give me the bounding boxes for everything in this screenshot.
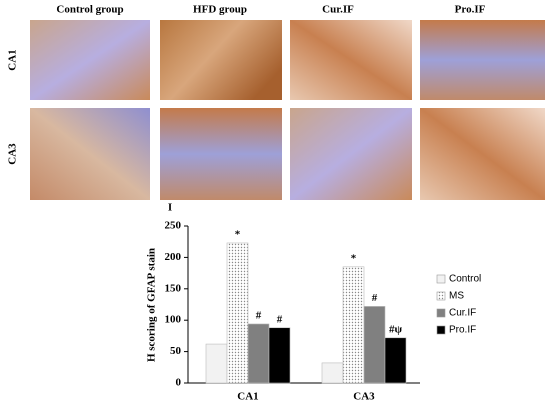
histology-image [30, 20, 150, 100]
row-label: CA1 [7, 49, 19, 70]
y-axis-title: H scoring of GFAP stain [146, 248, 158, 362]
bar [321, 362, 344, 384]
annotation: # [256, 309, 262, 321]
legend-label: Cur.IF [449, 308, 476, 319]
bar [205, 343, 228, 384]
legend-label: MS [449, 291, 464, 302]
bar [268, 327, 291, 384]
histology-image [30, 108, 150, 200]
histology-grid: Control group HFD group Cur.IF Pro.IF CA… [7, 4, 545, 214]
legend-label: Control [449, 274, 481, 285]
legend-swatch [436, 291, 446, 301]
x-tick-label: CA3 [353, 391, 375, 403]
legend-swatch [436, 308, 446, 318]
annotation: # [372, 292, 378, 304]
y-tick-label: 0 [176, 377, 182, 389]
x-tick-label: CA1 [237, 391, 258, 403]
annotation: * [235, 228, 241, 240]
column-header: Control group [56, 4, 123, 16]
legend-swatch [436, 274, 446, 284]
panel-label: I [168, 202, 172, 214]
bar [363, 306, 386, 384]
column-header: Pro.IF [455, 4, 486, 16]
bar [342, 266, 365, 384]
annotation: #ψ [389, 323, 403, 335]
annotation: # [277, 313, 283, 325]
histology-image [290, 20, 412, 100]
legend-label: Pro.IF [449, 325, 476, 336]
bar [384, 337, 407, 384]
histology-image [160, 20, 282, 100]
annotation: * [351, 252, 357, 264]
y-tick-label: 200 [165, 251, 182, 263]
histology-image [420, 20, 545, 100]
y-tick-label: 250 [165, 220, 182, 232]
bar [226, 242, 249, 384]
row-label: CA3 [7, 143, 19, 165]
histology-image [290, 108, 412, 200]
column-header: HFD group [193, 4, 247, 16]
y-tick-label: 100 [165, 314, 182, 326]
y-tick-label: 50 [170, 345, 182, 357]
histology-image [160, 108, 282, 200]
bar [247, 323, 270, 384]
histology-image [420, 108, 545, 200]
legend-swatch [436, 325, 446, 335]
column-header: Cur.IF [322, 4, 354, 16]
y-tick-label: 150 [165, 282, 182, 294]
